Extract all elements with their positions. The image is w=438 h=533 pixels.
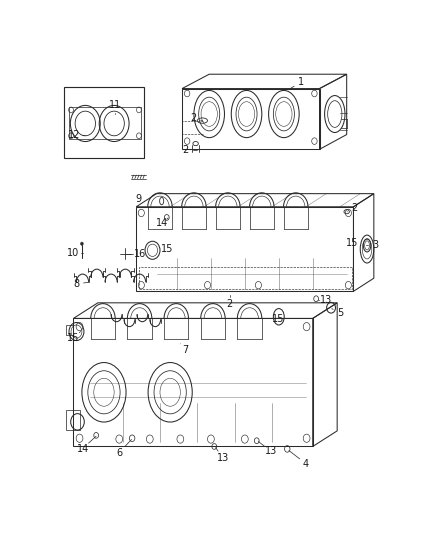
Text: 7: 7 xyxy=(182,345,189,356)
Text: 15: 15 xyxy=(161,245,173,254)
Text: 15: 15 xyxy=(272,314,284,324)
Text: 15: 15 xyxy=(67,333,80,343)
Text: 8: 8 xyxy=(73,279,79,289)
Text: 11: 11 xyxy=(109,100,121,110)
Text: 5: 5 xyxy=(337,309,343,319)
Text: 10: 10 xyxy=(67,248,80,258)
Text: 2: 2 xyxy=(182,145,189,155)
Circle shape xyxy=(81,242,83,245)
Text: 14: 14 xyxy=(77,443,89,454)
Text: 13: 13 xyxy=(320,295,332,305)
Text: 2: 2 xyxy=(190,113,196,123)
Text: 14: 14 xyxy=(156,218,168,228)
Text: 4: 4 xyxy=(303,459,309,469)
Text: 3: 3 xyxy=(372,240,378,251)
Text: 12: 12 xyxy=(68,131,81,140)
Text: 1: 1 xyxy=(298,77,304,87)
Text: 2: 2 xyxy=(226,299,233,309)
Text: 16: 16 xyxy=(134,248,146,259)
Text: 2: 2 xyxy=(351,204,357,213)
Bar xyxy=(64,86,144,158)
Text: 6: 6 xyxy=(116,448,122,458)
Text: 13: 13 xyxy=(265,446,277,456)
Text: 13: 13 xyxy=(217,453,229,463)
Text: 9: 9 xyxy=(135,193,141,204)
Text: 15: 15 xyxy=(346,238,358,248)
